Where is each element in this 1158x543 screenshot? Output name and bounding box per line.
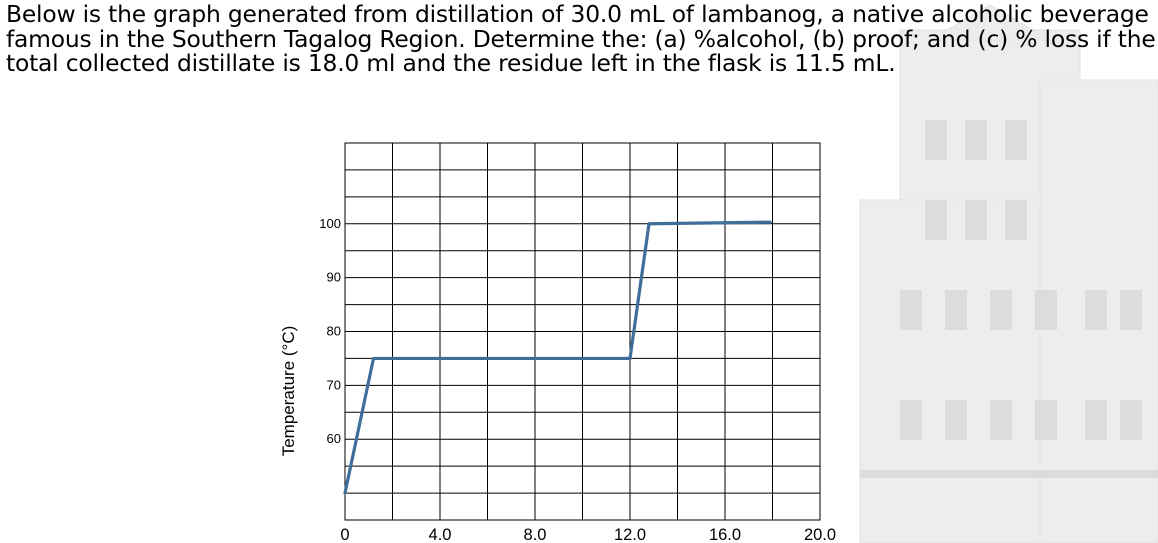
question-text: Below is the graph generated from distil… [6,0,1156,77]
x-tick-label: 12.0 [614,526,646,543]
y-tick-label: 80 [327,324,341,339]
y-tick-label: 60 [327,431,341,446]
x-tick-label: 0 [340,526,349,543]
x-tick-label: 8.0 [524,526,547,543]
x-tick-label: 20.0 [804,526,836,543]
y-tick-label: 70 [327,377,341,392]
y-tick-label: 100 [319,216,341,231]
y-axis-ticks: 60 70 80 90 100 [319,216,341,446]
x-tick-label: 16.0 [709,526,741,543]
y-tick-label: 90 [327,270,341,285]
series-group [343,220,772,495]
plot-area-border [344,142,821,521]
x-axis-ticks: 0 4.0 8.0 12.0 16.0 20.0 [340,526,836,543]
y-axis-label: Temperature (°C) [279,326,298,457]
x-tick-label: 4.0 [429,526,452,543]
series-line [343,220,772,495]
